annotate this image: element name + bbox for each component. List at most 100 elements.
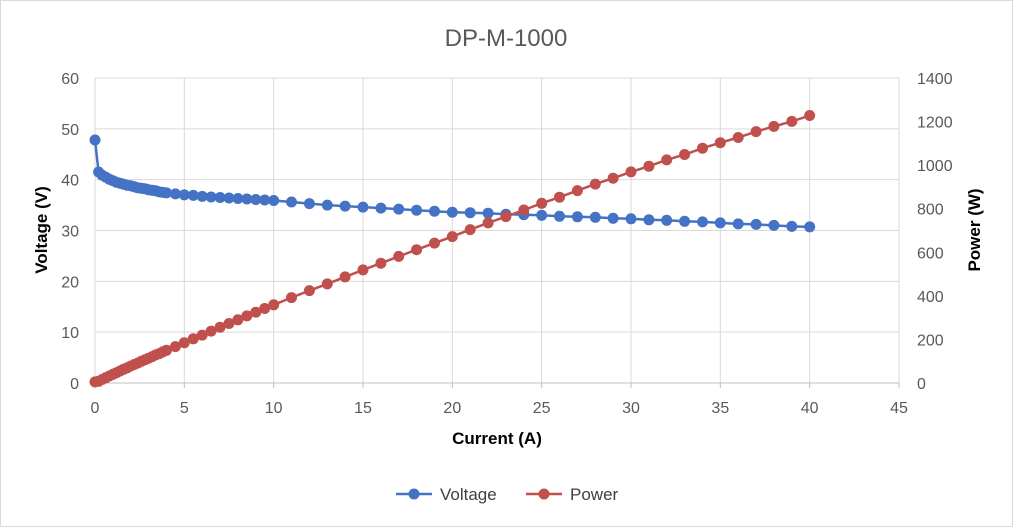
voltage-point	[321, 199, 333, 211]
power-point	[786, 115, 798, 127]
power-point	[178, 337, 190, 349]
voltage-point	[357, 201, 369, 213]
voltage-point	[375, 202, 387, 214]
voltage-point	[446, 206, 458, 218]
power-point	[643, 160, 655, 172]
power-point	[268, 299, 280, 311]
power-point	[286, 292, 297, 304]
voltage-point	[786, 220, 798, 232]
power-point	[518, 204, 530, 216]
y2-tick-label: 600	[917, 245, 944, 262]
y2-axis-title: Power (W)	[965, 188, 984, 271]
power-point	[446, 231, 458, 243]
y-axis-title: Voltage (V)	[32, 186, 51, 274]
voltage-point	[223, 192, 235, 204]
y2-tick-label: 1000	[917, 158, 953, 175]
legend-swatch-marker	[538, 488, 550, 500]
voltage-point	[643, 214, 655, 226]
power-point	[187, 333, 199, 345]
power-point	[625, 166, 637, 178]
power-point	[241, 310, 253, 322]
x-tick-label: 45	[890, 400, 908, 417]
power-point	[250, 306, 262, 318]
power-point	[393, 250, 405, 262]
y2-tick-label: 800	[917, 202, 944, 219]
x-tick-label: 40	[801, 400, 819, 417]
y-tick-label: 10	[61, 325, 79, 342]
power-point	[196, 329, 208, 341]
power-point	[161, 344, 172, 356]
y-tick-label: 0	[70, 376, 79, 393]
legend-label: Power	[570, 485, 619, 504]
voltage-point	[268, 195, 280, 206]
power-point	[357, 264, 369, 276]
voltage-point	[205, 191, 217, 203]
y2-tick-label: 1200	[917, 115, 953, 132]
x-tick-label: 5	[180, 400, 189, 417]
voltage-point	[571, 211, 583, 223]
voltage-point	[393, 203, 405, 215]
x-tick-label: 15	[354, 400, 372, 417]
voltage-point	[589, 211, 601, 223]
power-point	[804, 110, 816, 121]
voltage-point	[303, 198, 315, 210]
power-point	[429, 237, 440, 249]
voltage-point	[607, 212, 619, 224]
voltage-point	[697, 216, 708, 228]
gridlines	[95, 77, 900, 383]
power-point	[714, 137, 726, 149]
voltage-point	[625, 213, 637, 225]
voltage-point	[161, 187, 172, 199]
legend-item-voltage: Voltage	[396, 485, 497, 504]
power-point	[697, 142, 708, 154]
power-point	[679, 149, 691, 160]
x-tick-label: 30	[622, 400, 640, 417]
voltage-point	[232, 193, 244, 204]
power-point	[223, 318, 235, 329]
power-point	[411, 244, 423, 256]
voltage-point	[187, 189, 199, 201]
power-point	[321, 278, 333, 290]
y-tick-label: 40	[61, 173, 79, 190]
power-point	[214, 321, 226, 333]
voltage-point	[464, 207, 476, 219]
y-tick-label: 20	[61, 274, 79, 291]
series-power	[89, 110, 816, 388]
voltage-point	[661, 214, 673, 226]
power-point	[205, 325, 217, 337]
voltage-point	[768, 219, 780, 231]
legend: Voltage Power	[396, 485, 619, 504]
voltage-point	[169, 188, 181, 200]
voltage-point	[286, 196, 297, 208]
x-tick-label: 25	[533, 400, 551, 417]
voltage-point	[259, 194, 271, 206]
voltage-point	[732, 218, 744, 230]
chart-title: DP-M-1000	[445, 25, 568, 52]
y2-tick-label: 200	[917, 332, 944, 349]
series-layer	[89, 110, 816, 388]
voltage-point	[714, 217, 726, 229]
x-axis-title: Current (A)	[452, 429, 542, 448]
voltage-point	[750, 218, 762, 230]
power-point	[661, 154, 673, 166]
power-point	[607, 172, 619, 184]
power-point	[571, 185, 583, 197]
y2-tick-label: 0	[917, 376, 926, 393]
power-point	[232, 314, 244, 326]
legend-item-power: Power	[526, 485, 619, 504]
power-point	[589, 178, 601, 190]
x-tick-label: 20	[443, 400, 461, 417]
x-tick-label: 35	[711, 400, 729, 417]
voltage-point	[804, 221, 816, 233]
power-point	[554, 191, 565, 203]
voltage-point	[250, 194, 262, 205]
x-tick-label: 10	[265, 400, 283, 417]
y2-tick-label: 1400	[917, 71, 953, 88]
power-point	[500, 211, 512, 223]
axes	[94, 78, 900, 388]
power-point	[768, 120, 780, 132]
y-tick-label: 50	[61, 122, 79, 139]
voltage-point	[196, 190, 208, 202]
power-point	[303, 285, 315, 297]
